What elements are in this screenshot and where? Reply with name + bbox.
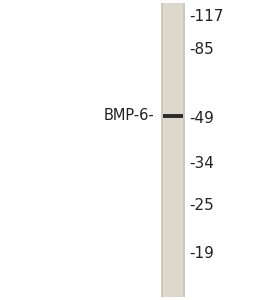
Bar xyxy=(161,3,185,297)
Bar xyxy=(183,3,185,297)
Text: -25: -25 xyxy=(189,198,214,213)
Text: -34: -34 xyxy=(189,156,214,171)
Text: -19: -19 xyxy=(189,246,214,261)
Text: -117: -117 xyxy=(189,9,223,24)
Text: BMP-6-: BMP-6- xyxy=(103,108,154,123)
Text: -49: -49 xyxy=(189,111,214,126)
Bar xyxy=(161,3,163,297)
Text: -85: -85 xyxy=(189,42,214,57)
